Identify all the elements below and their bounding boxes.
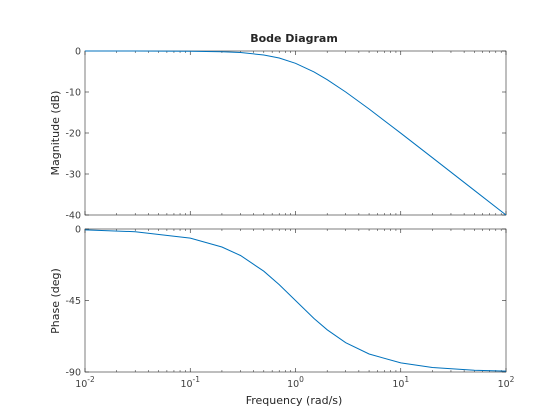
magnitude-series-line <box>85 50 507 216</box>
magnitude-panel: 0 -10 -20 -30 -40 <box>65 47 507 222</box>
x-tick-label: 100 <box>287 375 304 390</box>
magnitude-axis-label: Magnitude (dB) <box>49 91 62 176</box>
phase-y-tick-label: -45 <box>65 296 81 307</box>
x-tick-label: 10-1 <box>180 375 200 390</box>
x-tick-label: 10-2 <box>75 375 95 390</box>
phase-y-tick-label: 0 <box>75 225 81 236</box>
magnitude-y-tick-label: -30 <box>65 170 81 181</box>
magnitude-y-tick-label: -10 <box>65 88 81 99</box>
x-tick-label: 102 <box>498 375 515 390</box>
x-tick-label: 101 <box>392 375 409 390</box>
phase-y-tick-label: -90 <box>65 368 81 379</box>
phase-series-line <box>84 229 507 372</box>
magnitude-y-tick-label: 0 <box>75 47 81 58</box>
magnitude-y-tick-label: -40 <box>65 211 81 222</box>
chart-title: Bode Diagram <box>250 32 338 45</box>
magnitude-y-tick-label: -20 <box>65 129 81 140</box>
phase-axis-label: Phase (deg) <box>49 268 62 334</box>
x-axis-label: Frequency (rad/s) <box>246 394 343 407</box>
magnitude-axes-box <box>84 50 507 216</box>
